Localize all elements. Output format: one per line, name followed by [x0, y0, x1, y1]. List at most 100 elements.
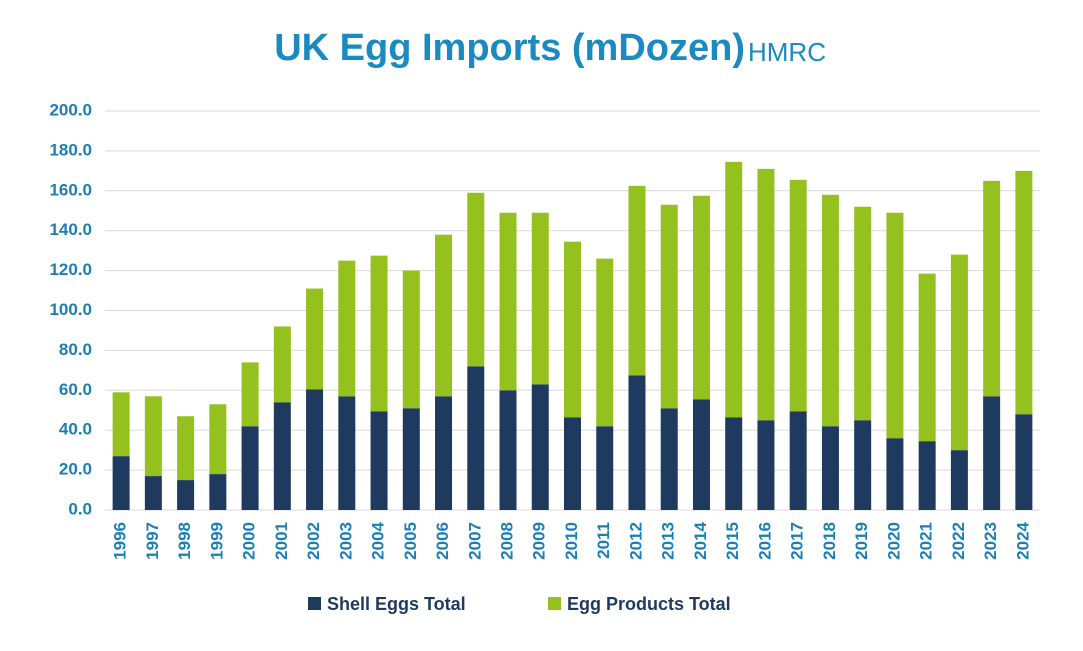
bar-segment — [209, 474, 227, 510]
bar-segment — [402, 408, 420, 510]
y-tick-label: 20.0 — [59, 460, 92, 479]
chart-subtitle: HMRC — [748, 37, 826, 67]
x-tick-label: 2015 — [723, 522, 742, 560]
x-tick-label: 2019 — [852, 522, 871, 560]
bar-segment — [918, 441, 936, 510]
bar-segment — [886, 438, 904, 510]
x-tick-label: 2016 — [755, 522, 774, 560]
bar-segment — [273, 326, 291, 403]
bar-segment — [499, 390, 517, 510]
legend-swatch — [548, 597, 561, 610]
legend-label: Egg Products Total — [567, 594, 731, 614]
bar-segment — [531, 212, 549, 385]
x-tick-label: 2000 — [240, 522, 259, 560]
x-tick-label: 2018 — [820, 522, 839, 560]
x-tick-label: 2013 — [659, 522, 678, 560]
bar-segment — [886, 212, 904, 439]
y-tick-label: 100.0 — [49, 300, 92, 319]
bar-segment — [467, 366, 485, 510]
bar-segment — [983, 180, 1001, 397]
bar-segment — [177, 480, 195, 510]
y-tick-label: 200.0 — [49, 100, 92, 119]
bar-segment — [241, 362, 259, 427]
x-tick-label: 2004 — [369, 521, 388, 559]
bar-segment — [435, 234, 453, 397]
bar-segment — [983, 396, 1001, 510]
bar-segment — [628, 375, 646, 510]
bar-segment — [596, 426, 614, 510]
bar-segment — [854, 420, 872, 510]
bar-segment — [112, 456, 130, 510]
bar-segment — [338, 260, 356, 397]
x-tick-label: 2003 — [336, 522, 355, 560]
bar-segment — [950, 450, 968, 510]
bar-segment — [660, 408, 678, 510]
x-tick-label: 2014 — [691, 521, 710, 559]
bar-segment — [1015, 170, 1033, 415]
bar-segment — [435, 396, 453, 510]
x-tick-label: 1997 — [143, 522, 162, 560]
bar-segment — [596, 258, 614, 427]
bar-segment — [564, 417, 581, 510]
bar-segment — [918, 273, 936, 442]
x-tick-label: 2005 — [401, 522, 420, 560]
x-tick-label: 2001 — [272, 522, 291, 560]
y-tick-label: 0.0 — [68, 499, 92, 518]
x-tick-label: 2008 — [498, 522, 517, 560]
x-tick-label: 2024 — [1013, 521, 1032, 559]
bar-segment — [1015, 414, 1033, 510]
bar-segment — [660, 204, 678, 409]
bar-segment — [144, 396, 162, 477]
bar-segment — [692, 195, 710, 400]
y-tick-label: 80.0 — [59, 340, 92, 359]
x-tick-label: 2017 — [788, 522, 807, 560]
bar-segment — [950, 254, 968, 451]
bar-segment — [854, 206, 872, 421]
bar-segment — [402, 270, 420, 409]
x-tick-label: 2007 — [465, 522, 484, 560]
x-tick-label: 2011 — [594, 522, 613, 559]
bar-segment — [725, 417, 743, 510]
legend-label: Shell Eggs Total — [327, 594, 466, 614]
x-tick-label: 2010 — [562, 522, 581, 560]
x-tick-label: 1996 — [111, 522, 130, 560]
bar-segment — [144, 476, 162, 510]
x-tick-label: 2002 — [304, 522, 323, 560]
x-tick-label: 2023 — [981, 522, 1000, 560]
bar-segment — [789, 411, 807, 510]
y-tick-label: 160.0 — [49, 180, 92, 199]
x-tick-label: 2022 — [949, 522, 968, 560]
bar-segment — [757, 420, 775, 510]
chart-title: UK Egg Imports (mDozen) — [274, 27, 745, 69]
bar-segment — [789, 179, 807, 412]
y-tick-label: 60.0 — [59, 380, 92, 399]
bar-segment — [531, 384, 549, 510]
bar-segment — [821, 426, 839, 510]
bar-segment — [370, 255, 388, 412]
bar-segment — [692, 399, 710, 510]
bar-segment — [628, 185, 646, 376]
x-tick-label: 2020 — [884, 522, 903, 560]
bar-segment — [112, 392, 130, 457]
x-tick-label: 1998 — [175, 522, 194, 560]
y-tick-label: 180.0 — [49, 140, 92, 159]
x-tick-label: 2021 — [917, 522, 936, 560]
y-tick-label: 40.0 — [59, 420, 92, 439]
bar-segment — [499, 212, 517, 391]
bar-segment — [338, 396, 356, 510]
bar-segment — [564, 241, 581, 418]
bar-segment — [273, 402, 291, 510]
legend-swatch — [308, 597, 321, 610]
bar-segment — [306, 389, 324, 510]
bar-segment — [725, 161, 743, 418]
x-tick-label: 2006 — [433, 522, 452, 560]
x-tick-label: 2009 — [530, 522, 549, 560]
bar-segment — [306, 288, 324, 390]
x-tick-label: 2012 — [626, 522, 645, 560]
y-tick-label: 140.0 — [49, 220, 92, 239]
bar-segment — [177, 416, 195, 481]
bar-segment — [821, 194, 839, 427]
bar-segment — [757, 168, 775, 421]
y-tick-label: 120.0 — [49, 260, 92, 279]
